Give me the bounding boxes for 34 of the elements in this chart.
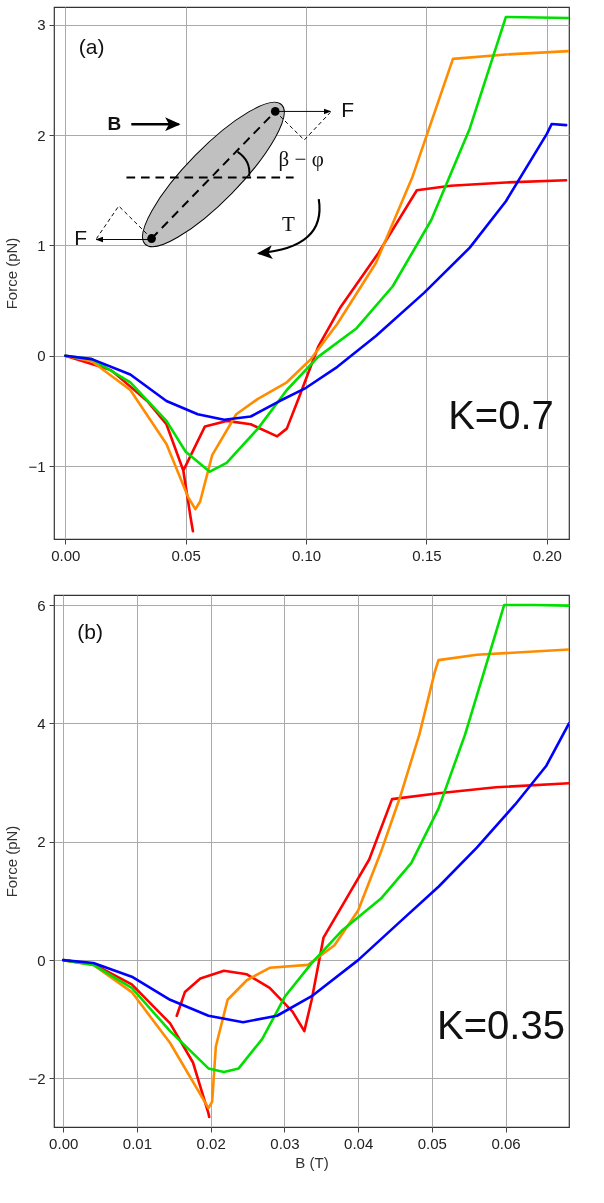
annotation: K=0.35 bbox=[437, 1002, 565, 1047]
x-tick-label: 0.15 bbox=[412, 546, 442, 564]
x-tick-label: 0.06 bbox=[491, 1134, 521, 1152]
y-tick-label: 1 bbox=[37, 236, 46, 254]
x-tick-label: 0.05 bbox=[171, 546, 201, 564]
annotation: T bbox=[281, 212, 295, 237]
y-tick-label: −1 bbox=[28, 457, 46, 475]
annotation: β − φ bbox=[278, 147, 324, 172]
y-tick-label: 2 bbox=[37, 126, 46, 144]
y-axis-title: Force (pN) bbox=[3, 825, 21, 898]
annotation: B bbox=[107, 113, 122, 135]
x-tick-label: 0.00 bbox=[49, 1134, 79, 1152]
x-tick-label: 0.04 bbox=[344, 1134, 374, 1152]
y-tick-label: 0 bbox=[37, 347, 46, 365]
x-tick-label: 0.02 bbox=[196, 1134, 226, 1152]
y-tick-label: 4 bbox=[37, 714, 46, 732]
y-tick-label: 3 bbox=[37, 16, 46, 34]
x-tick-label: 0.10 bbox=[291, 546, 322, 564]
y-axis-title: Force (pN) bbox=[3, 237, 21, 310]
x-tick-label: 0.03 bbox=[270, 1134, 300, 1152]
x-tick-label: 0.05 bbox=[417, 1134, 447, 1152]
annotation: (a) bbox=[78, 35, 105, 59]
y-tick-label: −2 bbox=[28, 1069, 46, 1087]
annotation: F bbox=[74, 226, 88, 250]
annotation: (b) bbox=[77, 620, 103, 644]
x-tick-label: 0.20 bbox=[532, 546, 562, 564]
annotation: F bbox=[341, 97, 354, 121]
x-tick-label: 0.00 bbox=[51, 546, 81, 564]
x-axis-title: B (T) bbox=[295, 1153, 329, 1171]
x-tick-label: 0.01 bbox=[122, 1134, 153, 1152]
y-tick-label: 2 bbox=[37, 833, 46, 851]
y-tick-label: 0 bbox=[37, 951, 46, 969]
y-tick-label: 6 bbox=[37, 596, 46, 614]
annotation: K=0.7 bbox=[448, 392, 554, 437]
